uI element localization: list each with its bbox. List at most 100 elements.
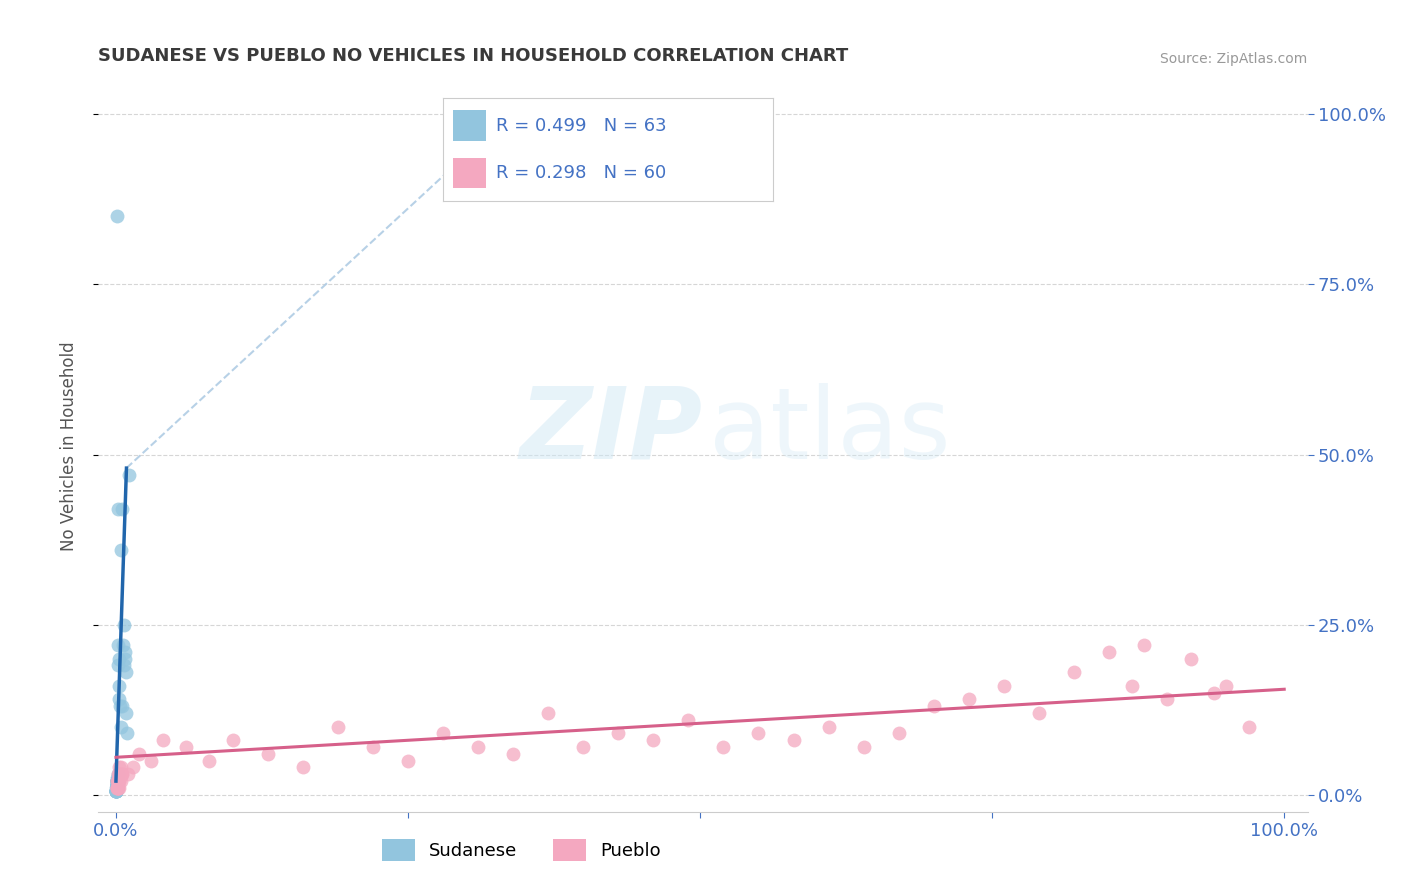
Point (152, 733, 174, 747)
Point (256, 747, 278, 761)
Bar (453, 111, 486, 141)
Point (105, 774, 128, 789)
Point (105, 784, 128, 798)
Point (115, 665, 138, 680)
Point (105, 774, 128, 789)
Point (118, 467, 141, 482)
Point (957, 692, 980, 706)
Point (1156, 692, 1178, 706)
Point (122, 760, 145, 774)
Point (105, 771, 128, 785)
Point (107, 780, 129, 795)
Point (361, 740, 384, 755)
Point (110, 774, 132, 789)
Point (105, 784, 128, 798)
Point (105, 777, 128, 791)
Text: Source: ZipAtlas.com: Source: ZipAtlas.com (1160, 52, 1308, 66)
Point (105, 774, 128, 789)
Point (105, 777, 128, 791)
Point (105, 780, 128, 795)
Point (105, 774, 128, 789)
Point (105, 784, 128, 798)
Point (396, 754, 419, 768)
Point (1133, 638, 1156, 652)
Point (110, 767, 132, 781)
Point (678, 713, 700, 727)
Point (114, 645, 136, 659)
Text: SUDANESE VS PUEBLO NO VEHICLES IN HOUSEHOLD CORRELATION CHART: SUDANESE VS PUEBLO NO VEHICLES IN HOUSEH… (98, 47, 849, 65)
Point (537, 706, 560, 720)
Point (105, 777, 128, 791)
Point (117, 767, 139, 781)
Point (1098, 645, 1121, 659)
Point (105, 777, 128, 791)
Point (105, 784, 128, 798)
Point (105, 777, 128, 791)
Point (1180, 651, 1202, 665)
Point (713, 740, 735, 755)
Point (105, 777, 128, 791)
Point (922, 699, 945, 714)
Point (993, 679, 1015, 693)
Point (105, 780, 128, 795)
Point (1121, 679, 1143, 693)
Point (105, 784, 128, 798)
Point (108, 780, 131, 795)
Point (105, 780, 128, 795)
Point (105, 784, 128, 798)
Text: R = 0.499   N = 63: R = 0.499 N = 63 (496, 117, 666, 135)
Point (107, 780, 129, 795)
Point (105, 784, 128, 798)
Point (643, 733, 665, 747)
Point (1063, 665, 1085, 680)
Point (107, 679, 129, 693)
Point (105, 780, 128, 795)
Point (107, 658, 129, 673)
Point (747, 726, 769, 740)
Point (105, 774, 128, 789)
Point (291, 760, 314, 774)
Point (432, 726, 454, 740)
Point (105, 774, 128, 789)
Point (105, 780, 128, 795)
Point (105, 780, 128, 795)
Point (128, 747, 150, 761)
Y-axis label: No Vehicles in Household: No Vehicles in Household (59, 341, 77, 551)
Text: R = 0.298   N = 60: R = 0.298 N = 60 (496, 164, 666, 182)
Point (105, 780, 128, 795)
Point (108, 760, 131, 774)
Point (105, 777, 128, 791)
Point (108, 767, 131, 781)
Point (110, 760, 132, 774)
Point (105, 777, 128, 791)
Point (105, 780, 128, 795)
Point (108, 692, 131, 706)
Point (107, 774, 129, 789)
Point (174, 740, 197, 755)
Point (105, 780, 128, 795)
Point (111, 767, 134, 781)
Legend: Sudanese, Pueblo: Sudanese, Pueblo (382, 839, 661, 861)
Point (607, 726, 630, 740)
Point (326, 720, 349, 734)
Point (105, 774, 128, 789)
Point (105, 780, 128, 795)
Point (782, 733, 804, 747)
Point (108, 774, 131, 789)
Bar (453, 158, 486, 188)
Point (105, 774, 128, 789)
Point (105, 780, 128, 795)
Point (887, 726, 910, 740)
Point (107, 767, 129, 781)
Point (115, 726, 138, 740)
Point (222, 733, 245, 747)
Point (1028, 706, 1050, 720)
Point (107, 774, 129, 789)
Point (139, 754, 162, 768)
Point (105, 777, 128, 791)
Point (105, 777, 128, 791)
Point (105, 774, 128, 789)
Point (110, 720, 132, 734)
Point (817, 720, 839, 734)
Point (107, 638, 129, 652)
